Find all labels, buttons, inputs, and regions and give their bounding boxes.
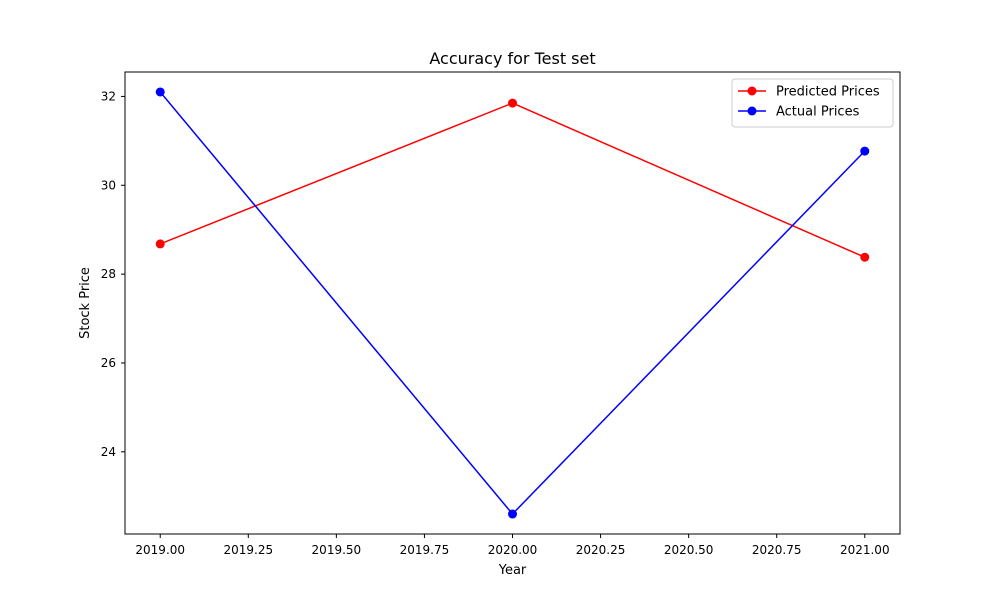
legend-marker xyxy=(747,86,757,96)
y-tick-label: 28 xyxy=(101,267,116,281)
y-tick-label: 32 xyxy=(101,89,116,103)
data-point xyxy=(508,509,517,519)
x-axis-label: Year xyxy=(498,563,527,578)
x-tick-label: 2021.00 xyxy=(840,543,890,557)
data-point xyxy=(155,239,165,249)
x-tick-label: 2019.75 xyxy=(400,543,450,557)
data-point xyxy=(860,252,870,262)
y-tick-label: 24 xyxy=(101,445,116,459)
x-tick-label: 2020.50 xyxy=(664,543,714,557)
x-tick-label: 2019.25 xyxy=(223,543,273,557)
legend-label: Predicted Prices xyxy=(776,85,880,100)
legend-label: Actual Prices xyxy=(776,105,860,120)
axes-frame xyxy=(124,71,901,535)
y-tick-label: 26 xyxy=(101,356,116,370)
plot-area: 2019.00 2019.25 2019.50 2019.75 2020.00 2020.… xyxy=(101,71,901,557)
legend-marker xyxy=(747,106,757,116)
chart-title: Accuracy for Test set xyxy=(429,49,595,68)
x-tick-label: 2020.00 xyxy=(488,543,538,557)
x-tick-label: 2020.75 xyxy=(752,543,802,557)
x-tick-label: 2019.00 xyxy=(135,543,185,557)
y-tick-label: 30 xyxy=(101,178,116,192)
legend: Predicted Prices Actual Prices xyxy=(731,78,894,128)
data-point xyxy=(860,146,870,156)
x-tick-label: 2020.25 xyxy=(576,543,626,557)
x-tick-label: 2019.50 xyxy=(312,543,362,557)
y-axis-label: Stock Price xyxy=(78,267,93,339)
data-point xyxy=(155,87,165,97)
legend-box xyxy=(731,78,894,128)
data-point xyxy=(508,98,517,108)
